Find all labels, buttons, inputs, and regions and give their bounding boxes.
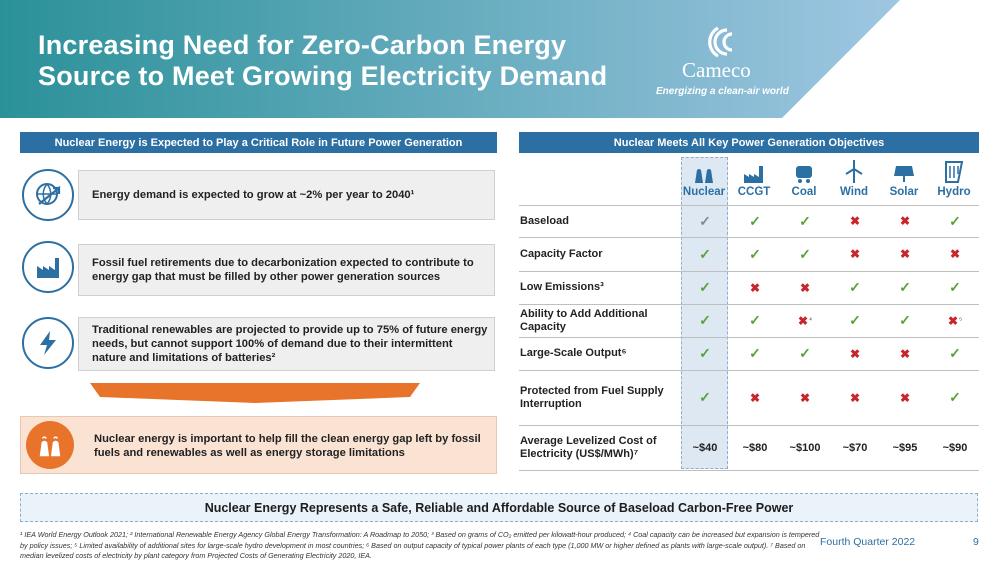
wind-turbine-icon xyxy=(845,160,863,183)
row-label: Ability to Add Additional Capacity xyxy=(520,307,648,333)
title-line-2: Source to Meet Growing Electricity Deman… xyxy=(38,61,608,91)
left-item-renewables: Traditional renewables are projected to … xyxy=(78,317,495,371)
table-row-divider xyxy=(519,205,979,206)
check-icon: ✓ xyxy=(699,279,711,295)
column-header-wind: Wind xyxy=(829,158,879,198)
check-icon: ✓ xyxy=(749,212,761,229)
logo-name: Cameco xyxy=(682,58,751,82)
highlight-box xyxy=(20,416,497,474)
bottom-banner: Nuclear Energy Represents a Safe, Reliab… xyxy=(20,493,978,522)
cross-icon: ✖ xyxy=(849,247,861,261)
footer-period: Fourth Quarter 2022 xyxy=(820,536,916,548)
check-icon: ✓ xyxy=(949,212,961,229)
hydro-dam-icon xyxy=(945,161,964,183)
check-icon: ✓ xyxy=(699,345,711,361)
cross-icon: ✖ xyxy=(899,214,911,228)
cross-icon: ✖ xyxy=(749,280,761,295)
column-header-nuclear: Nuclear xyxy=(679,158,729,198)
check-icon: ✓ xyxy=(749,345,761,361)
highlight-text: Nuclear energy is important to help fill… xyxy=(94,433,481,459)
cross-icon: ✖ xyxy=(849,346,861,361)
table-row-divider xyxy=(519,425,979,426)
check-icon: ✓ xyxy=(749,245,761,262)
cross-icon: ✖ xyxy=(849,390,861,405)
check-icon: ✓ xyxy=(699,312,711,328)
nuclear-column-highlight xyxy=(681,157,728,469)
check-icon: ✓ xyxy=(699,245,711,262)
check-icon: ✓ xyxy=(949,389,961,405)
table-bottom-divider xyxy=(519,470,979,471)
check-icon: ✓ xyxy=(799,245,811,262)
cross-icon: ✖ xyxy=(949,247,961,261)
check-icon: ✓ xyxy=(699,212,711,229)
check-icon: ✓ xyxy=(849,279,861,295)
nuclear-plant-icon xyxy=(695,169,713,183)
cross-icon: ✖ xyxy=(899,247,911,261)
left-item-text: Traditional renewables are projected to … xyxy=(92,324,488,364)
cross-icon: ✖ xyxy=(799,280,811,295)
cross-icon: ✖ ⁵ xyxy=(948,313,962,328)
cross-icon: ✖ xyxy=(899,346,911,361)
check-icon: ✓ xyxy=(749,312,761,328)
check-icon: ✓ xyxy=(949,345,961,361)
column-header-solar: Solar xyxy=(879,158,929,198)
check-icon: ✓ xyxy=(899,312,911,328)
left-item-text: Energy demand is expected to grow at ~2%… xyxy=(92,189,415,201)
column-header-coal: Coal xyxy=(779,158,829,198)
table-row-divider xyxy=(519,271,979,272)
left-item-energy-demand: Energy demand is expected to grow at ~2%… xyxy=(78,170,495,220)
check-icon: ✓ xyxy=(699,389,711,405)
cost-value: ~$100 xyxy=(789,441,821,454)
cost-value: ~$90 xyxy=(942,441,968,454)
table-row-divider xyxy=(519,237,979,238)
left-item-fossil-retirements: Fossil fuel retirements due to decarboni… xyxy=(78,244,495,296)
row-label: Protected from Fuel Supply Interruption xyxy=(520,384,664,410)
table-row-divider xyxy=(519,370,979,371)
left-item-text: Fossil fuel retirements due to decarboni… xyxy=(92,257,474,283)
coal-cart-icon xyxy=(796,166,812,183)
globe-arrow-icon xyxy=(22,169,74,221)
left-section-banner: Nuclear Energy is Expected to Play a Cri… xyxy=(20,132,497,153)
down-arrow-shape xyxy=(90,383,420,403)
cost-value: ~$40 xyxy=(692,441,718,454)
solar-panel-icon xyxy=(894,166,914,182)
row-label: Large-Scale Output⁶ xyxy=(520,347,627,359)
gas-plant-icon xyxy=(744,166,763,183)
column-header-hydro: Hydro xyxy=(929,158,979,198)
cross-icon: ✖ xyxy=(899,390,911,405)
cross-icon: ✖ ⁴ xyxy=(797,313,813,328)
check-icon: ✓ xyxy=(949,279,961,295)
check-icon: ✓ xyxy=(849,312,861,328)
page-title: Increasing Need for Zero-Carbon Energy S… xyxy=(38,30,607,92)
table-row-divider xyxy=(519,337,979,338)
factory-icon xyxy=(22,241,74,293)
logo-tagline: Energizing a clean-air world xyxy=(656,86,789,97)
cross-icon: ✖ xyxy=(799,390,811,405)
table-row-divider xyxy=(519,304,979,305)
right-section-banner: Nuclear Meets All Key Power Generation O… xyxy=(519,132,979,153)
lightning-icon xyxy=(22,317,74,369)
row-label: Baseload xyxy=(520,214,569,227)
row-label: Average Levelized Cost of Electricity (U… xyxy=(520,434,657,460)
column-header-ccgt: CCGT xyxy=(729,158,779,198)
cost-value: ~$70 xyxy=(842,441,868,454)
cost-value: ~$80 xyxy=(742,441,768,454)
cameco-logo-icon xyxy=(708,26,733,58)
page-number: 9 xyxy=(973,536,979,548)
footnote: ¹ IEA World Energy Outlook 2021; ² Inter… xyxy=(20,530,820,560)
cost-value: ~$95 xyxy=(892,441,918,454)
cross-icon: ✖ xyxy=(849,214,861,228)
check-icon: ✓ xyxy=(799,212,811,229)
row-label: Capacity Factor xyxy=(520,247,603,260)
title-line-1: Increasing Need for Zero-Carbon Energy xyxy=(38,30,567,60)
row-label: Low Emissions³ xyxy=(520,281,604,293)
nuclear-plant-icon xyxy=(26,421,74,469)
cross-icon: ✖ xyxy=(749,390,761,405)
check-icon: ✓ xyxy=(899,279,911,295)
header-background xyxy=(0,0,900,118)
header: Increasing Need for Zero-Carbon Energy S… xyxy=(0,0,998,120)
check-icon: ✓ xyxy=(799,345,811,361)
